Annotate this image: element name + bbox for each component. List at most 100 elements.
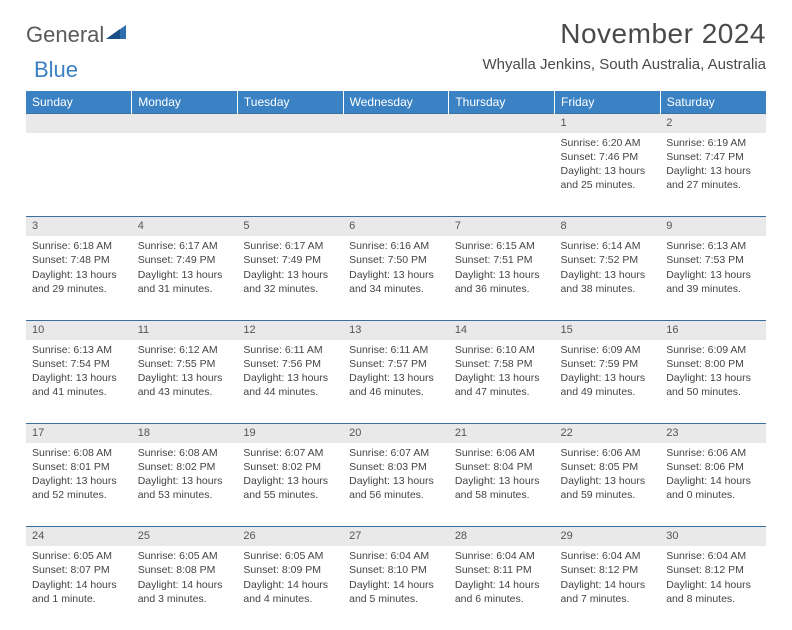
daylight-line: Daylight: 14 hours and 4 minutes.: [243, 578, 337, 606]
day-number-row: 12: [26, 114, 766, 133]
day-details-cell: Sunrise: 6:20 AMSunset: 7:46 PMDaylight:…: [555, 133, 661, 217]
daylight-line: Daylight: 14 hours and 0 minutes.: [666, 474, 760, 502]
daylight-line: Daylight: 13 hours and 59 minutes.: [561, 474, 655, 502]
day-number-cell: [237, 114, 343, 133]
day-details-row: Sunrise: 6:20 AMSunset: 7:46 PMDaylight:…: [26, 133, 766, 217]
daylight-line: Daylight: 13 hours and 58 minutes.: [455, 474, 549, 502]
sunrise-line: Sunrise: 6:04 AM: [561, 549, 655, 563]
daylight-line: Daylight: 13 hours and 38 minutes.: [561, 268, 655, 296]
sunrise-line: Sunrise: 6:13 AM: [666, 239, 760, 253]
sunset-line: Sunset: 7:58 PM: [455, 357, 549, 371]
daylight-line: Daylight: 13 hours and 31 minutes.: [138, 268, 232, 296]
sunset-line: Sunset: 7:49 PM: [138, 253, 232, 267]
daylight-line: Daylight: 13 hours and 41 minutes.: [32, 371, 126, 399]
sunset-line: Sunset: 8:02 PM: [243, 460, 337, 474]
sunrise-line: Sunrise: 6:04 AM: [666, 549, 760, 563]
brand-logo: General: [26, 18, 128, 48]
day-details-cell: Sunrise: 6:15 AMSunset: 7:51 PMDaylight:…: [449, 236, 555, 320]
day-number-cell: 8: [555, 217, 661, 236]
day-details-cell: Sunrise: 6:17 AMSunset: 7:49 PMDaylight:…: [237, 236, 343, 320]
sunrise-line: Sunrise: 6:11 AM: [243, 343, 337, 357]
day-details-cell: Sunrise: 6:06 AMSunset: 8:05 PMDaylight:…: [555, 443, 661, 527]
sunset-line: Sunset: 8:10 PM: [349, 563, 443, 577]
sunrise-line: Sunrise: 6:07 AM: [349, 446, 443, 460]
day-number-cell: [449, 114, 555, 133]
daylight-line: Daylight: 13 hours and 46 minutes.: [349, 371, 443, 399]
day-details-row: Sunrise: 6:08 AMSunset: 8:01 PMDaylight:…: [26, 443, 766, 527]
sunset-line: Sunset: 7:52 PM: [561, 253, 655, 267]
sunset-line: Sunset: 8:04 PM: [455, 460, 549, 474]
sunset-line: Sunset: 7:47 PM: [666, 150, 760, 164]
day-details-cell: Sunrise: 6:04 AMSunset: 8:12 PMDaylight:…: [555, 546, 661, 630]
sunrise-line: Sunrise: 6:10 AM: [455, 343, 549, 357]
brand-blue-wrap: Blue: [26, 57, 766, 83]
sunrise-line: Sunrise: 6:09 AM: [666, 343, 760, 357]
sunrise-line: Sunrise: 6:14 AM: [561, 239, 655, 253]
sunset-line: Sunset: 7:54 PM: [32, 357, 126, 371]
day-number-cell: [343, 114, 449, 133]
day-details-cell: Sunrise: 6:17 AMSunset: 7:49 PMDaylight:…: [132, 236, 238, 320]
daylight-line: Daylight: 13 hours and 49 minutes.: [561, 371, 655, 399]
sunset-line: Sunset: 8:12 PM: [666, 563, 760, 577]
sunrise-line: Sunrise: 6:04 AM: [455, 549, 549, 563]
sunrise-line: Sunrise: 6:15 AM: [455, 239, 549, 253]
day-details-cell: Sunrise: 6:05 AMSunset: 8:08 PMDaylight:…: [132, 546, 238, 630]
daylight-line: Daylight: 14 hours and 3 minutes.: [138, 578, 232, 606]
day-details-cell: Sunrise: 6:04 AMSunset: 8:10 PMDaylight:…: [343, 546, 449, 630]
day-number-cell: 7: [449, 217, 555, 236]
day-details-cell: Sunrise: 6:07 AMSunset: 8:02 PMDaylight:…: [237, 443, 343, 527]
sunset-line: Sunset: 7:50 PM: [349, 253, 443, 267]
daylight-line: Daylight: 13 hours and 52 minutes.: [32, 474, 126, 502]
sunset-line: Sunset: 7:49 PM: [243, 253, 337, 267]
day-number-cell: [26, 114, 132, 133]
day-number-cell: 14: [449, 320, 555, 339]
day-number-cell: 23: [660, 424, 766, 443]
sunset-line: Sunset: 7:56 PM: [243, 357, 337, 371]
sunset-line: Sunset: 7:55 PM: [138, 357, 232, 371]
daylight-line: Daylight: 13 hours and 47 minutes.: [455, 371, 549, 399]
day-number-cell: 4: [132, 217, 238, 236]
day-details-cell: Sunrise: 6:19 AMSunset: 7:47 PMDaylight:…: [660, 133, 766, 217]
day-number-cell: 22: [555, 424, 661, 443]
sunrise-line: Sunrise: 6:05 AM: [32, 549, 126, 563]
day-details-cell: Sunrise: 6:05 AMSunset: 8:09 PMDaylight:…: [237, 546, 343, 630]
day-number-cell: 6: [343, 217, 449, 236]
day-details-cell: Sunrise: 6:06 AMSunset: 8:06 PMDaylight:…: [660, 443, 766, 527]
sunset-line: Sunset: 8:01 PM: [32, 460, 126, 474]
day-number-row: 3456789: [26, 217, 766, 236]
sunrise-line: Sunrise: 6:16 AM: [349, 239, 443, 253]
day-number-cell: 17: [26, 424, 132, 443]
day-number-cell: 2: [660, 114, 766, 133]
sunrise-line: Sunrise: 6:04 AM: [349, 549, 443, 563]
sunset-line: Sunset: 7:59 PM: [561, 357, 655, 371]
daylight-line: Daylight: 14 hours and 6 minutes.: [455, 578, 549, 606]
sunrise-line: Sunrise: 6:17 AM: [243, 239, 337, 253]
sunrise-line: Sunrise: 6:05 AM: [138, 549, 232, 563]
day-details-cell: Sunrise: 6:04 AMSunset: 8:12 PMDaylight:…: [660, 546, 766, 630]
day-number-cell: 13: [343, 320, 449, 339]
daylight-line: Daylight: 13 hours and 50 minutes.: [666, 371, 760, 399]
day-number-cell: 18: [132, 424, 238, 443]
sunrise-line: Sunrise: 6:18 AM: [32, 239, 126, 253]
day-details-cell: [237, 133, 343, 217]
day-number-cell: 30: [660, 527, 766, 546]
daylight-line: Daylight: 14 hours and 5 minutes.: [349, 578, 443, 606]
weekday-header: Tuesday: [237, 91, 343, 114]
day-details-cell: [26, 133, 132, 217]
sunset-line: Sunset: 8:08 PM: [138, 563, 232, 577]
sunrise-line: Sunrise: 6:13 AM: [32, 343, 126, 357]
day-details-cell: Sunrise: 6:09 AMSunset: 8:00 PMDaylight:…: [660, 340, 766, 424]
day-number-row: 24252627282930: [26, 527, 766, 546]
daylight-line: Daylight: 14 hours and 7 minutes.: [561, 578, 655, 606]
calendar-page: General November 2024 Whyalla Jenkins, S…: [0, 0, 792, 630]
daylight-line: Daylight: 13 hours and 55 minutes.: [243, 474, 337, 502]
daylight-line: Daylight: 13 hours and 27 minutes.: [666, 164, 760, 192]
sunrise-line: Sunrise: 6:06 AM: [561, 446, 655, 460]
calendar-table: SundayMondayTuesdayWednesdayThursdayFrid…: [26, 91, 766, 630]
sunset-line: Sunset: 7:46 PM: [561, 150, 655, 164]
sunrise-line: Sunrise: 6:08 AM: [138, 446, 232, 460]
weekday-header: Thursday: [449, 91, 555, 114]
day-number-cell: 20: [343, 424, 449, 443]
day-details-cell: Sunrise: 6:05 AMSunset: 8:07 PMDaylight:…: [26, 546, 132, 630]
day-details-cell: Sunrise: 6:06 AMSunset: 8:04 PMDaylight:…: [449, 443, 555, 527]
